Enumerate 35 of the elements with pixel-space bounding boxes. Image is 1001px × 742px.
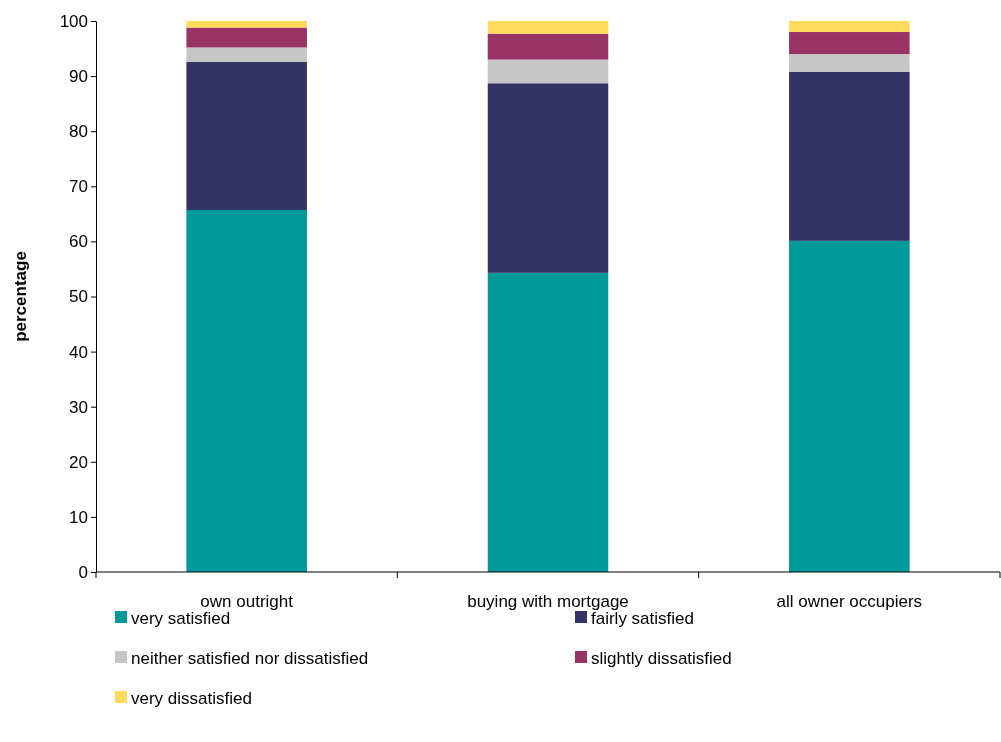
- bar: [487, 59, 609, 84]
- y-tick-label: 100: [59, 11, 88, 31]
- bar: [487, 21, 609, 34]
- y-tick-label: 80: [69, 122, 88, 142]
- legend-label: neither satisfied nor dissatisfied: [131, 649, 369, 668]
- legend-label: fairly satisfied: [591, 609, 694, 628]
- y-axis-title: percentage: [11, 251, 30, 342]
- y-tick-label: 20: [69, 452, 88, 472]
- y-tick-label: 50: [69, 287, 88, 307]
- bar: [186, 27, 307, 48]
- bar: [186, 21, 307, 28]
- bar: [186, 47, 307, 62]
- y-tick-label: 30: [69, 397, 88, 417]
- bar: [487, 33, 609, 60]
- bar: [186, 61, 307, 210]
- x-tick-label: buying with mortgage: [467, 592, 629, 611]
- bar: [487, 83, 609, 273]
- legend-label: slightly dissatisfied: [591, 649, 732, 668]
- legend-label: very satisfied: [131, 609, 231, 628]
- x-tick-label: own outright: [200, 592, 294, 611]
- bar: [186, 209, 307, 572]
- bar: [789, 21, 910, 33]
- y-tick-label: 90: [69, 67, 88, 87]
- bar: [789, 54, 910, 72]
- y-tick-label: 10: [69, 507, 88, 527]
- legend-label: very dissatisfied: [131, 689, 252, 708]
- bar: [789, 240, 910, 572]
- y-tick-label: 60: [69, 232, 88, 252]
- y-tick-label: 0: [78, 562, 88, 582]
- x-tick-label: all owner occupiers: [776, 592, 923, 611]
- y-tick-label: 70: [69, 177, 88, 197]
- bar: [789, 71, 910, 241]
- y-tick-label: 40: [69, 342, 88, 362]
- bar: [487, 272, 609, 572]
- bar: [789, 32, 910, 55]
